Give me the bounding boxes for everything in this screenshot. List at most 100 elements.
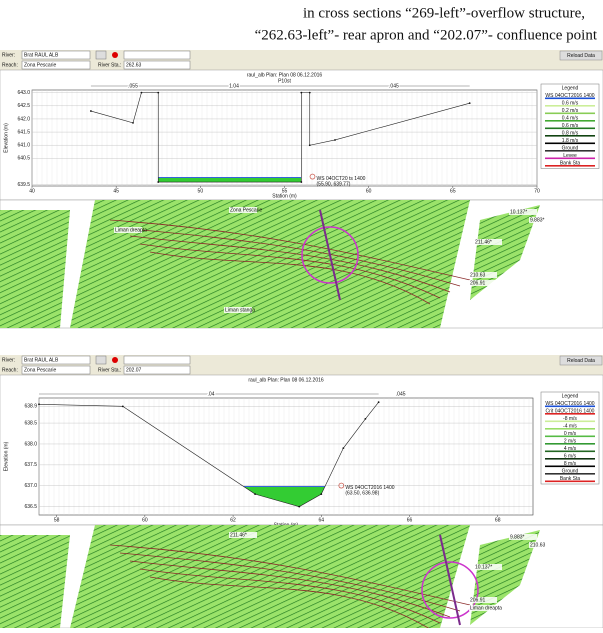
legend-label: 0.4 m/s bbox=[562, 115, 579, 121]
x-tick-label: 62 bbox=[230, 517, 236, 523]
map-label: Zona Pescarie bbox=[230, 207, 262, 213]
map-label: 206.91 bbox=[470, 597, 486, 603]
toolbar bbox=[0, 50, 603, 70]
x-tick-label: 68 bbox=[495, 517, 501, 523]
legend-label: Legend bbox=[562, 85, 579, 91]
ground-point bbox=[364, 418, 366, 420]
legend-label: Ground bbox=[562, 468, 579, 474]
legend-label: WS 04OCT2016 1400 bbox=[545, 401, 594, 407]
x-tick-label: 66 bbox=[407, 517, 413, 523]
label: River: bbox=[2, 357, 15, 363]
map-label: 211.46* bbox=[230, 532, 247, 538]
y-tick-label: 638.5 bbox=[24, 420, 37, 426]
label: River Sta.: bbox=[98, 62, 121, 68]
plot-subtitle: P10st bbox=[278, 78, 291, 84]
manning-label: 1.04 bbox=[229, 83, 239, 89]
legend-label: 0.2 m/s bbox=[562, 108, 579, 114]
legend-label: 2 m/s bbox=[564, 438, 577, 444]
legend-label: 4 m/s bbox=[564, 446, 577, 452]
map-label: Liman stanga bbox=[225, 307, 255, 313]
ground-point bbox=[157, 181, 159, 183]
legend-label: Levee bbox=[563, 153, 577, 159]
map-sections bbox=[0, 535, 70, 628]
ground-point bbox=[38, 403, 40, 405]
label: Reach: bbox=[2, 367, 18, 373]
ground-point bbox=[300, 92, 302, 94]
toolbar bbox=[0, 355, 603, 375]
x-tick-label: 70 bbox=[534, 188, 540, 194]
caption-line: “262.63-left”- rear apron and “202.07”- … bbox=[255, 27, 598, 43]
reach-value: Zona Pescarie bbox=[24, 62, 56, 68]
reload-label: Reload Data bbox=[567, 358, 595, 364]
y-tick-label: 638.0 bbox=[24, 441, 37, 447]
manning-label: .045 bbox=[389, 83, 399, 89]
legend-label: 8 m/s bbox=[564, 461, 577, 467]
x-tick-label: 58 bbox=[54, 517, 60, 523]
river-value: Brat RAUL ALB bbox=[24, 52, 59, 58]
legend-label: 6 m/s bbox=[564, 453, 577, 459]
legend-label: 0.6 m/s bbox=[562, 100, 579, 106]
profile-box[interactable] bbox=[124, 356, 190, 364]
legend-label: Bank Sta bbox=[560, 160, 581, 166]
ground-point bbox=[309, 92, 311, 94]
y-tick-label: 640.5 bbox=[17, 156, 30, 162]
map-label: 210.63 bbox=[530, 542, 546, 548]
y-tick-label: 637.0 bbox=[24, 483, 37, 489]
label: River Sta.: bbox=[98, 367, 121, 373]
station-value: 202.07 bbox=[126, 367, 142, 373]
label: Reach: bbox=[2, 62, 18, 68]
x-tick-label: 60 bbox=[366, 188, 372, 194]
map-label: 9.883* bbox=[530, 217, 545, 223]
record-button[interactable] bbox=[112, 357, 118, 363]
y-tick-label: 641.5 bbox=[17, 129, 30, 135]
map-label: 9.883* bbox=[510, 534, 525, 540]
reload-label: Reload Data bbox=[567, 53, 595, 59]
ground-point bbox=[320, 493, 322, 495]
reach-value: Zona Pescarie bbox=[24, 367, 56, 373]
map-sections bbox=[0, 210, 70, 328]
label: River: bbox=[2, 52, 15, 58]
x-tick-label: 45 bbox=[113, 188, 119, 194]
y-axis-title: Elevation (m) bbox=[3, 123, 9, 153]
map-label: Liman dreapta bbox=[115, 227, 147, 233]
x-tick-label: 60 bbox=[142, 517, 148, 523]
ground-point bbox=[90, 110, 92, 112]
nav-button[interactable] bbox=[96, 356, 106, 364]
y-tick-label: 639.5 bbox=[17, 182, 30, 188]
map-label: Liman dreapta bbox=[470, 605, 502, 611]
station-value: 262.63 bbox=[126, 62, 142, 68]
y-tick-label: 636.5 bbox=[24, 504, 37, 510]
legend-label: Bank Sta bbox=[560, 476, 581, 482]
x-axis-title: Station (m) bbox=[272, 193, 297, 199]
manning-label: .045 bbox=[396, 391, 406, 397]
x-tick-label: 50 bbox=[198, 188, 204, 194]
legend-label: Ground bbox=[562, 145, 579, 151]
nav-button[interactable] bbox=[96, 51, 106, 59]
y-tick-label: 641.0 bbox=[17, 143, 30, 149]
map-label: 10.137* bbox=[510, 209, 527, 215]
map-sections bbox=[70, 525, 470, 628]
ground-point bbox=[132, 122, 134, 124]
map-label: 206.91 bbox=[470, 280, 486, 286]
ground-point bbox=[298, 506, 300, 508]
legend-label: 0.6 m/s bbox=[562, 123, 579, 129]
legend-label: 1.8 m/s bbox=[562, 138, 579, 144]
river-value: Brat RAUL ALB bbox=[24, 357, 59, 363]
ground-point bbox=[334, 139, 336, 141]
annotation: (55.90, 639.77) bbox=[317, 181, 351, 187]
y-tick-label: 642.5 bbox=[17, 103, 30, 109]
legend-label: -8 m/s bbox=[563, 416, 577, 422]
ground-point bbox=[254, 493, 256, 495]
legend-label: 0.8 m/s bbox=[562, 130, 579, 136]
legend-label: WS 04OCT2016 1400 bbox=[545, 93, 594, 99]
record-button[interactable] bbox=[112, 52, 118, 58]
map-sections bbox=[70, 200, 470, 328]
y-tick-label: 642.0 bbox=[17, 116, 30, 122]
profile-box[interactable] bbox=[124, 51, 190, 59]
map-label: 10.137* bbox=[475, 564, 492, 570]
y-tick-label: 643.0 bbox=[17, 90, 30, 96]
legend-label: Legend bbox=[562, 393, 579, 399]
legend-label: Crit 04OCT2016 1400 bbox=[546, 408, 595, 414]
ground-point bbox=[469, 102, 471, 104]
x-tick-label: 65 bbox=[450, 188, 456, 194]
